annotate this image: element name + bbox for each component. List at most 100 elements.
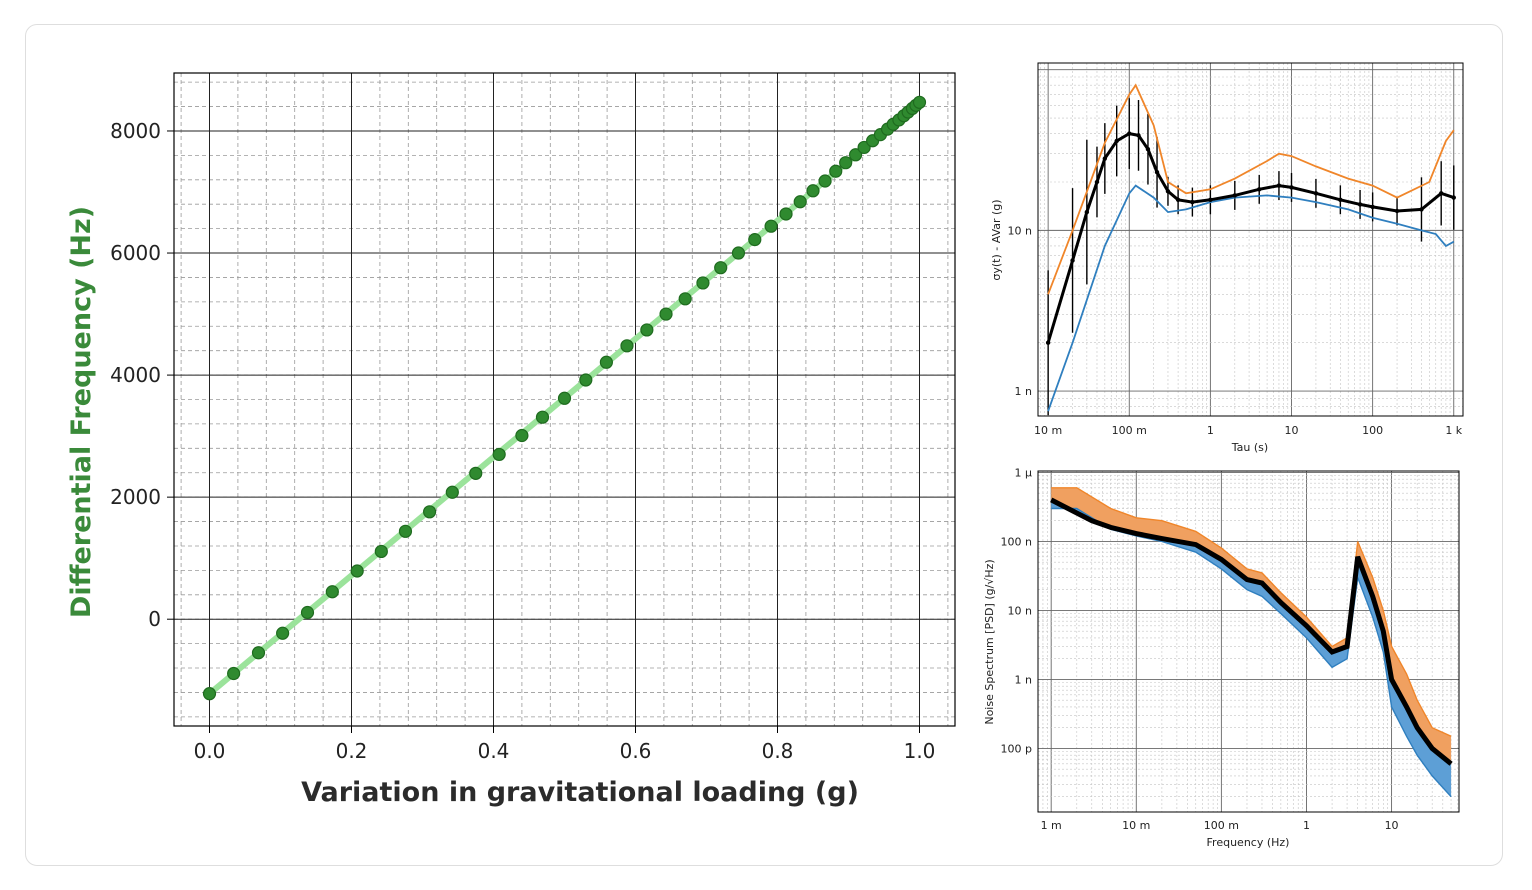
avar-x-tick-label: 10 m [1034, 424, 1062, 437]
mean-point [1451, 195, 1456, 200]
y-tick-label: 8000 [110, 119, 161, 143]
psd-plot-frame [1037, 470, 1460, 813]
psd-y-tick-labels: 100 p 1 n 10 n 100 n 1 μ [1001, 466, 1033, 755]
avar-series [1045, 83, 1456, 416]
avar-grid [1038, 63, 1463, 417]
data-point [640, 323, 654, 337]
mean-point [1232, 193, 1238, 198]
data-point [806, 184, 820, 198]
psd-y-tick-label: 100 n [1001, 535, 1032, 548]
data-point [857, 140, 871, 155]
avar-x-axis-label: Tau (s) [1231, 441, 1268, 454]
mean-point [1289, 185, 1294, 190]
upper-band [1051, 487, 1452, 764]
data-point [599, 355, 613, 369]
data-point [678, 292, 692, 306]
mean-point [1094, 179, 1100, 185]
y-tick-label: 4000 [110, 363, 161, 387]
data-point [620, 339, 634, 353]
data-point [696, 276, 710, 290]
data-point [227, 666, 241, 681]
mean-point [1114, 138, 1119, 144]
data-points [202, 95, 927, 701]
data-point [818, 174, 832, 188]
data-point [748, 233, 762, 247]
main-grid [167, 73, 955, 733]
data-point [779, 207, 793, 221]
y-tick-labels: 0 2000 4000 6000 8000 [110, 119, 161, 631]
psd-y-tick-label: 1 n [1015, 673, 1032, 686]
psd-x-tick-label: 10 [1385, 819, 1399, 832]
mean-point [1313, 191, 1319, 196]
mean-point [1208, 197, 1213, 202]
mean-point [1165, 189, 1171, 194]
data-point [515, 428, 529, 443]
x-axis-label: Variation in gravitational loading (g) [301, 777, 859, 808]
mean-point [1394, 208, 1400, 214]
psd-series [1050, 487, 1453, 798]
mean-point [1127, 131, 1132, 136]
avar-x-tick-label: 100 m [1112, 424, 1147, 437]
psd-x-tick-label: 1 [1303, 819, 1310, 832]
mean-point [1145, 146, 1151, 152]
mean-point [1257, 187, 1262, 192]
avar-y-tick-label: 10 n [1008, 224, 1032, 237]
mean-point [1136, 133, 1141, 138]
data-point [659, 307, 673, 321]
x-tick-label: 1.0 [904, 739, 936, 763]
lower-bound-line [1047, 184, 1455, 412]
data-point [202, 687, 217, 701]
avar-x-tick-label: 100 [1362, 424, 1383, 437]
psd-y-tick-label: 1 μ [1015, 466, 1033, 479]
mean-point [1338, 197, 1343, 202]
data-point [469, 466, 483, 480]
data-point [764, 219, 778, 233]
data-point [731, 246, 746, 260]
mean-point [1190, 199, 1195, 205]
data-point [492, 447, 506, 462]
avar-x-tick-labels: 10 m 100 m 1 10 100 1 k [1034, 424, 1463, 437]
psd-x-tick-label: 10 m [1122, 819, 1150, 832]
noise-spectrum-chart: 1 m 10 m 100 m 1 10 100 p 1 n 10 n 100 n 1 μ Fre… [983, 466, 1460, 849]
data-point [557, 391, 572, 405]
x-tick-label: 0.8 [762, 739, 794, 763]
data-point [350, 564, 364, 578]
psd-x-axis-label: Frequency (Hz) [1207, 836, 1290, 849]
avar-y-tick-label: 1 n [1015, 385, 1032, 398]
data-point [251, 646, 266, 660]
linearity-chart: 0.0 0.2 0.4 0.6 0.8 1.0 0 2000 4000 6000 8000 Var… [66, 72, 956, 808]
allan-variance-chart: 10 m 100 m 1 10 100 1 k 1 n 10 n Tau (s) σy(t)… [990, 62, 1464, 454]
main-plot-frame [173, 72, 956, 727]
mean-line [1050, 497, 1453, 766]
avar-y-tick-labels: 1 n 10 n [1008, 224, 1032, 398]
psd-x-tick-label: 1 m [1041, 819, 1062, 832]
y-tick-label: 0 [148, 607, 161, 631]
y-tick-label: 6000 [110, 241, 161, 265]
data-point [829, 164, 843, 178]
data-point [579, 373, 593, 387]
upper-bound-line [1047, 83, 1455, 295]
x-tick-label: 0.6 [620, 739, 652, 763]
data-point [325, 585, 339, 599]
psd-y-tick-label: 100 p [1001, 742, 1032, 755]
data-point [276, 626, 290, 640]
mean-point [1070, 258, 1075, 263]
data-point [423, 505, 437, 519]
data-point [714, 261, 728, 275]
avar-y-axis-label: σy(t) - AVar (g) [990, 199, 1003, 280]
lower-bound-line [1051, 507, 1452, 798]
data-point [398, 524, 413, 538]
mean-point [1276, 183, 1282, 188]
avar-plot-frame [1037, 62, 1464, 417]
x-tick-labels: 0.0 0.2 0.4 0.6 0.8 1.0 [194, 739, 936, 763]
psd-y-axis-label: Noise Spectrum [PSD] (g/√Hz) [983, 559, 996, 724]
mean-point [1154, 170, 1160, 175]
psd-y-tick-label: 10 n [1008, 604, 1032, 617]
x-tick-label: 0.2 [336, 739, 368, 763]
data-point [445, 485, 459, 499]
avar-x-tick-label: 1 k [1445, 424, 1462, 437]
data-point [848, 148, 863, 162]
mean-point [1084, 209, 1090, 215]
x-tick-label: 0.4 [478, 739, 510, 763]
